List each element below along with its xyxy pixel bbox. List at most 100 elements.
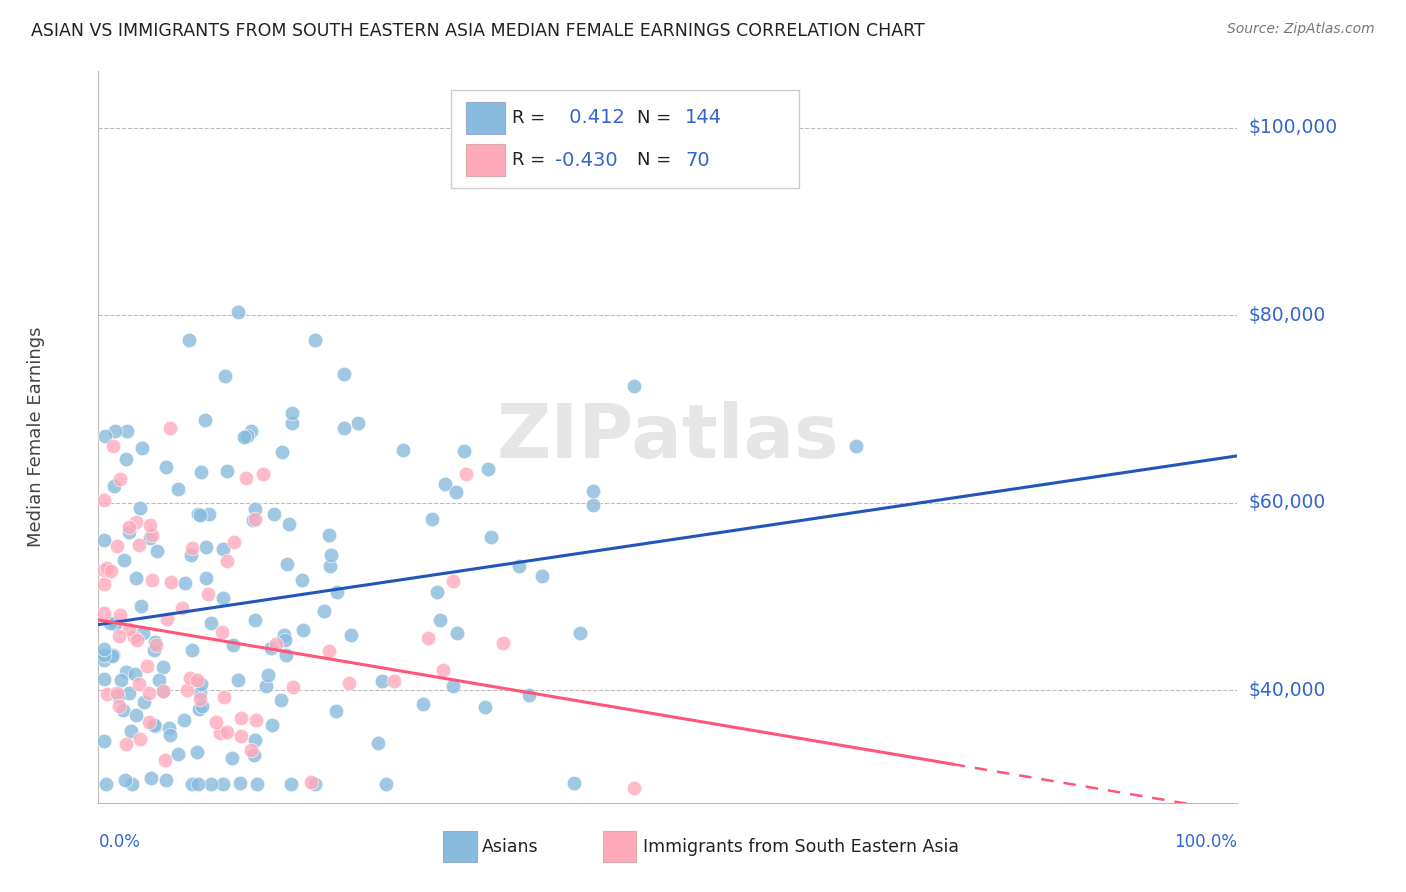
Point (412, 698, 434, 712)
Point (222, 638, 245, 652)
Point (453, 444, 475, 458)
Point (136, 659, 159, 673)
Point (260, 718, 283, 732)
Point (318, 643, 340, 657)
Point (98, 615, 121, 630)
Point (274, 648, 297, 662)
Point (114, 772, 136, 787)
Point (200, 777, 222, 791)
Text: ZIPatlas: ZIPatlas (496, 401, 839, 474)
Point (197, 587, 219, 601)
Point (190, 677, 212, 691)
Point (108, 472, 131, 486)
Text: 0.0%: 0.0% (98, 833, 141, 851)
Point (416, 631, 439, 645)
Point (224, 535, 246, 549)
Point (191, 698, 214, 713)
Point (492, 636, 515, 650)
Point (217, 464, 239, 478)
Point (254, 679, 277, 693)
Point (111, 703, 134, 717)
Point (270, 692, 292, 706)
Point (318, 528, 340, 542)
Point (131, 441, 153, 455)
Point (271, 445, 294, 459)
Point (217, 725, 239, 739)
Point (93, 648, 115, 662)
Point (139, 771, 162, 785)
Text: 144: 144 (685, 109, 723, 128)
Point (94, 429, 117, 443)
Point (280, 777, 302, 791)
Point (128, 538, 150, 552)
Text: Source: ZipAtlas.com: Source: ZipAtlas.com (1227, 22, 1375, 37)
Point (159, 728, 181, 742)
Point (132, 695, 155, 709)
Point (104, 424, 127, 438)
Point (143, 717, 166, 731)
Point (112, 553, 135, 567)
Point (217, 554, 239, 568)
Point (299, 775, 322, 789)
Point (152, 660, 174, 674)
Point (194, 540, 217, 554)
Point (157, 721, 180, 735)
Point (96, 561, 118, 575)
Point (153, 752, 176, 766)
Point (239, 424, 262, 438)
Point (229, 776, 252, 790)
Point (479, 531, 502, 545)
Point (239, 743, 262, 757)
Point (562, 776, 585, 790)
Point (260, 640, 283, 655)
Point (474, 699, 496, 714)
Point (115, 665, 138, 679)
Point (139, 531, 162, 545)
Point (124, 666, 146, 681)
Point (276, 557, 298, 571)
Point (214, 368, 236, 383)
Point (205, 714, 228, 729)
Point (122, 630, 145, 644)
Point (180, 548, 202, 562)
Point (231, 730, 253, 744)
Point (108, 698, 131, 713)
Point (145, 543, 167, 558)
Point (110, 673, 132, 687)
Point (221, 751, 243, 765)
Point (382, 674, 405, 689)
Point (127, 633, 149, 648)
Point (333, 421, 356, 435)
Point (181, 541, 204, 555)
Point (623, 780, 645, 795)
Point (141, 527, 163, 541)
Point (325, 704, 347, 718)
Point (166, 747, 188, 762)
Point (143, 634, 166, 648)
FancyBboxPatch shape (467, 102, 505, 134)
Text: R =: R = (512, 109, 546, 127)
Point (454, 467, 477, 481)
Point (156, 613, 179, 627)
Point (117, 424, 139, 438)
Point (143, 719, 166, 733)
Point (93, 533, 115, 548)
Point (226, 673, 249, 688)
Point (530, 569, 553, 583)
Point (312, 604, 335, 618)
Point (243, 747, 266, 762)
Point (281, 406, 304, 420)
Point (304, 334, 326, 348)
Point (179, 333, 201, 347)
Point (187, 777, 209, 791)
Point (845, 439, 868, 453)
Point (432, 663, 454, 677)
Point (319, 558, 342, 573)
Text: $80,000: $80,000 (1249, 306, 1326, 325)
Point (100, 564, 122, 578)
Point (623, 379, 645, 393)
Point (188, 691, 211, 706)
Point (93, 734, 115, 748)
Point (100, 649, 122, 664)
Point (273, 628, 295, 642)
